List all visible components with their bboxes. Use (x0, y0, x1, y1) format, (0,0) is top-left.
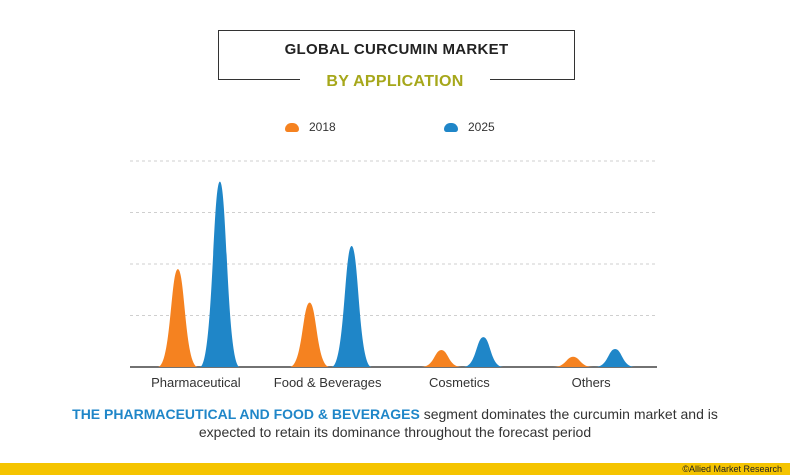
peak-2025-pharmaceutical (199, 181, 240, 367)
peak-2018-cosmetics (421, 350, 462, 367)
peak-2025-cosmetics (463, 337, 504, 367)
bottom-bar (0, 463, 790, 475)
x-tick-label: Cosmetics (429, 375, 490, 390)
chart-area: Pharmaceutical Food & Beverages Cosmetics O… (130, 160, 657, 390)
legend-swatch-2018 (285, 122, 299, 132)
chart-subtitle: BY APPLICATION (326, 73, 464, 90)
peak-2025-food-beverages (331, 245, 372, 367)
caption-highlight: THE PHARMACEUTICAL AND FOOD & BEVERAGES (72, 406, 420, 422)
legend-label-2018: 2018 (309, 120, 336, 134)
legend-label-2025: 2025 (468, 120, 495, 134)
x-tick-label: Pharmaceutical (151, 375, 241, 390)
legend-swatch-2025 (444, 122, 458, 132)
peak-2018-food-beverages (289, 302, 330, 367)
caption-text: segment dominates the curcumin market an… (198, 406, 718, 440)
x-tick-label: Food & Beverages (274, 375, 382, 390)
peak-2018-others (553, 356, 594, 367)
legend-item-2018: 2018 (285, 118, 336, 136)
peak-2018-pharmaceutical (157, 269, 198, 367)
credit-text: ©Allied Market Research (682, 464, 782, 474)
title-box-gap (300, 66, 490, 96)
caption: THE PHARMACEUTICAL AND FOOD & BEVERAGES … (60, 405, 730, 441)
peak-2025-others (595, 348, 636, 367)
chart-title: GLOBAL CURCUMIN MARKET (284, 41, 509, 58)
legend-item-2025: 2025 (444, 118, 495, 136)
x-tick-label: Others (572, 375, 612, 390)
